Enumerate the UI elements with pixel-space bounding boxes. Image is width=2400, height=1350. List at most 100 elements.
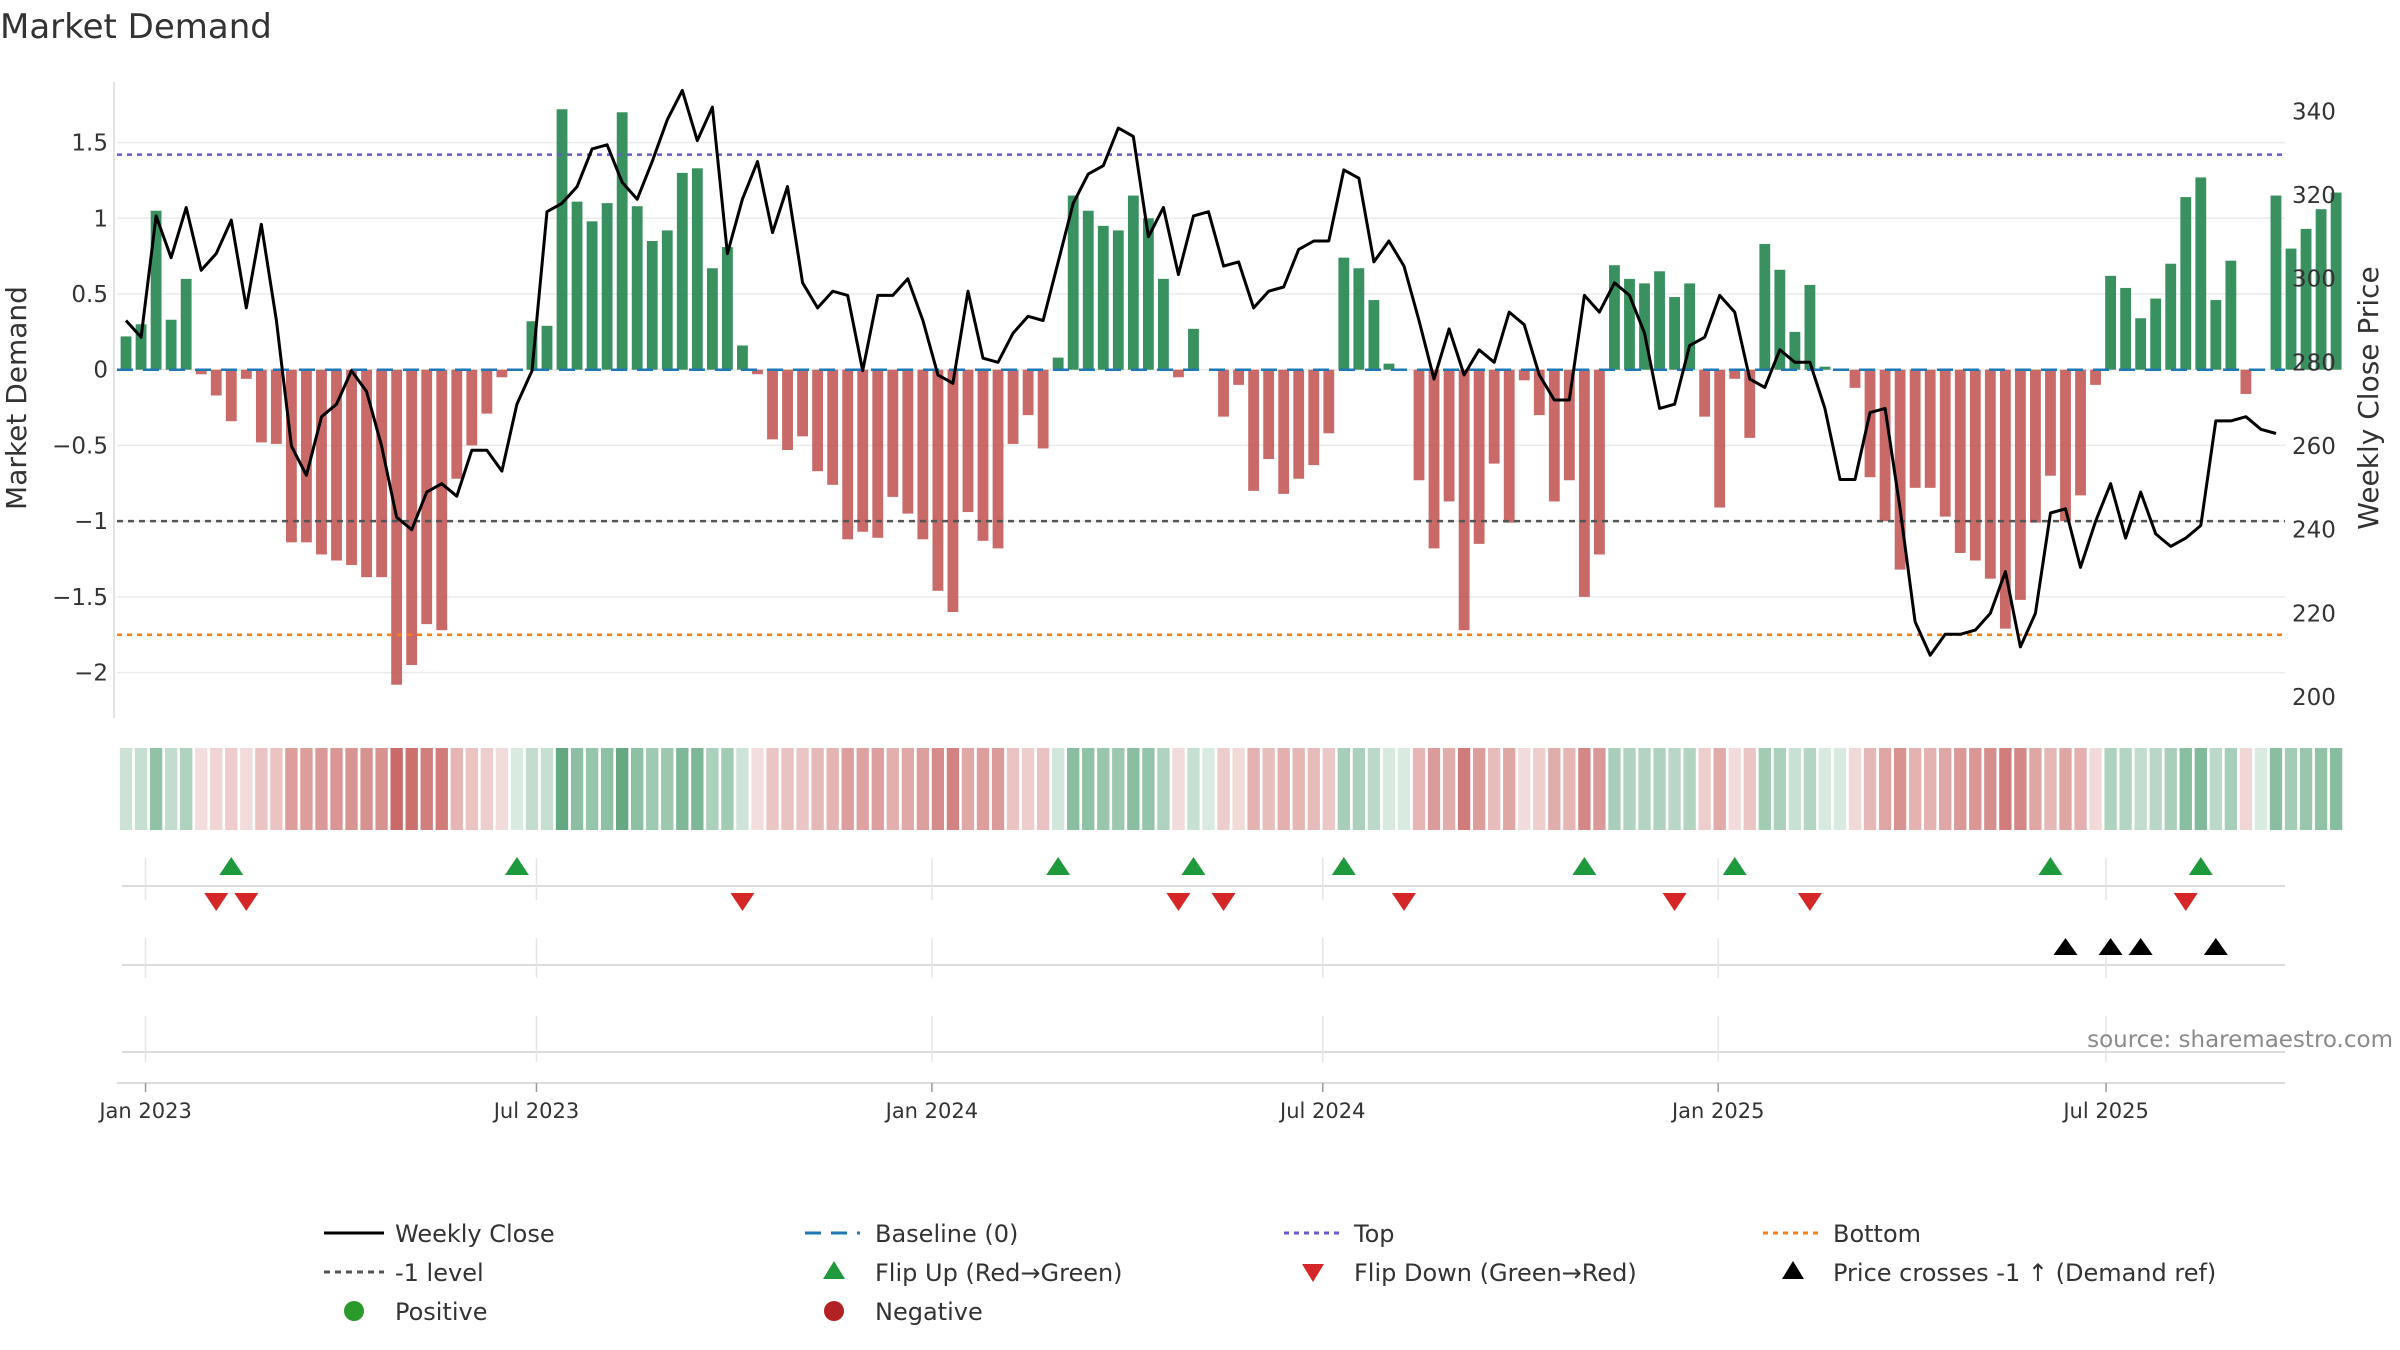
demand-bar: [1293, 369, 1305, 479]
legend-item-negative: Negative: [824, 1298, 983, 1326]
demand-bar: [812, 369, 824, 472]
demand-bar: [1714, 369, 1726, 508]
strip-cell: [676, 748, 689, 830]
strip-cell: [976, 748, 990, 830]
event-panels: Jan 2023 Jul 2023 Jan 2024 Jul 2024 Jan 2025…: [97, 857, 2285, 1123]
demand-bar: [541, 325, 553, 370]
legend-item-price-cross: Price crosses -1 ↑ (Demand ref): [1782, 1259, 2216, 1287]
strip-cell: [300, 748, 313, 830]
demand-bar: [2315, 209, 2327, 370]
demand-bar: [120, 336, 132, 370]
demand-bar: [586, 221, 598, 370]
demand-bar: [421, 369, 433, 625]
demand-bar: [631, 206, 643, 370]
demand-bar: [2300, 228, 2312, 370]
strip-cell: [1713, 748, 1726, 830]
strip-cell: [1578, 748, 1591, 830]
demand-bar: [2075, 369, 2086, 496]
demand-bar: [1353, 268, 1365, 370]
y-tick-label: 0: [93, 358, 108, 384]
event-markers: [204, 857, 2228, 955]
flip-up-marker: [219, 857, 244, 875]
y-right-ticks: 340 320 300 280 260 240 220 200: [2292, 99, 2336, 711]
demand-bar: [1594, 369, 1605, 555]
strip-cell: [1893, 748, 1907, 830]
strip-cell: [1172, 748, 1185, 830]
strip-cell: [540, 748, 554, 830]
demand-bar: [1188, 328, 1199, 370]
strip-cell: [510, 748, 524, 830]
strip-cell: [2179, 748, 2192, 830]
strip-cell: [1623, 748, 1636, 830]
demand-bar: [1563, 369, 1575, 481]
strip-cell: [525, 748, 539, 830]
demand-bar: [2120, 287, 2132, 370]
strip-cell: [751, 748, 764, 830]
strip-cell: [495, 748, 509, 830]
strip-cell: [766, 748, 779, 830]
strip-cell: [2239, 748, 2253, 830]
demand-bar: [1248, 369, 1260, 491]
strip-cell: [1127, 748, 1140, 830]
demand-bar: [2285, 248, 2297, 370]
positive-dot-icon: [344, 1301, 364, 1321]
strip-cell: [585, 748, 599, 830]
event-panel-gridlines: [117, 858, 2285, 1084]
demand-bar: [1112, 230, 1124, 370]
y2-tick-label: 320: [2292, 183, 2336, 209]
strip-cell: [1157, 748, 1170, 830]
strip-cell: [1533, 748, 1546, 830]
strip-cell: [2254, 748, 2268, 830]
strip-cell: [405, 748, 418, 830]
strip-cell: [1187, 748, 1200, 830]
demand-bar: [1984, 369, 1996, 579]
demand-bar: [992, 369, 1004, 549]
strip-cell: [1984, 748, 1997, 830]
y-tick-label: −1.5: [52, 585, 108, 611]
demand-bar: [556, 109, 568, 370]
demand-bar: [1067, 195, 1079, 370]
strip-cell: [1082, 748, 1095, 830]
strip-cell: [931, 748, 945, 830]
y2-tick-label: 300: [2292, 267, 2336, 293]
demand-bar: [526, 321, 538, 370]
strip-cell: [1442, 748, 1456, 830]
strip-cell: [2134, 748, 2147, 830]
strip-cell: [1472, 748, 1486, 830]
strip-cell: [1548, 748, 1561, 830]
strip-cell: [1939, 748, 1952, 830]
flip-down-marker: [1391, 893, 1416, 911]
y2-tick-label: 220: [2292, 601, 2336, 627]
demand-bar: [1954, 369, 1966, 553]
strip-cell: [1969, 748, 1982, 830]
strip-cell: [195, 748, 208, 830]
strip-cell: [1908, 748, 1922, 830]
price-cross-marker: [2128, 938, 2153, 955]
flip-down-marker: [1166, 893, 1191, 911]
demand-bar: [601, 203, 613, 370]
strip-cell: [1878, 748, 1892, 830]
strip-cell: [646, 748, 659, 830]
demand-bar: [767, 369, 778, 440]
demand-bar: [2330, 192, 2342, 370]
demand-bar: [1323, 369, 1335, 434]
strip-cell: [2164, 748, 2177, 830]
strip-cell: [2284, 748, 2298, 830]
strip-cell: [1382, 748, 1396, 830]
demand-bar: [285, 369, 297, 543]
strip-cell: [1924, 748, 1937, 830]
demand-bar: [752, 369, 763, 375]
strip-cell: [1833, 748, 1847, 830]
strip-cell: [1503, 748, 1516, 830]
demand-bar: [947, 369, 959, 612]
demand-bar: [1263, 369, 1275, 460]
date-axis-ticks: Jan 2023 Jul 2023 Jan 2024 Jul 2024 Jan 2025…: [97, 1083, 2149, 1123]
strip-cell: [631, 748, 644, 830]
demand-bar: [1518, 369, 1530, 381]
demand-bar: [255, 369, 267, 443]
demand-bar: [872, 369, 884, 538]
y2-tick-label: 260: [2292, 434, 2336, 460]
strip-cell: [901, 748, 914, 830]
strip-cell: [1457, 748, 1471, 830]
